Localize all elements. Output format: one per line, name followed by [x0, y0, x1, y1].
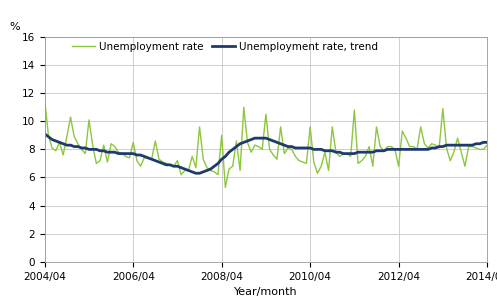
- Unemployment rate: [222, 185, 228, 189]
- Line: Unemployment rate: Unemployment rate: [45, 100, 497, 187]
- Unemployment rate: [189, 155, 195, 158]
- X-axis label: Year/month: Year/month: [234, 287, 298, 297]
- Unemployment rate: [204, 166, 210, 169]
- Line: Unemployment rate, trend: Unemployment rate, trend: [45, 134, 497, 173]
- Unemployment rate, trend: [189, 170, 195, 174]
- Unemployment rate, trend: [208, 167, 214, 171]
- Unemployment rate, trend: [193, 172, 199, 175]
- Text: %: %: [9, 22, 20, 32]
- Unemployment rate: [101, 143, 107, 147]
- Unemployment rate, trend: [101, 149, 107, 153]
- Legend: Unemployment rate, Unemployment rate, trend: Unemployment rate, Unemployment rate, tr…: [72, 42, 378, 52]
- Unemployment rate: [83, 152, 88, 156]
- Unemployment rate: [42, 98, 48, 102]
- Unemployment rate: [432, 143, 438, 147]
- Unemployment rate, trend: [436, 145, 442, 148]
- Unemployment rate, trend: [83, 146, 88, 150]
- Unemployment rate: [436, 146, 442, 150]
- Unemployment rate, trend: [432, 146, 438, 150]
- Unemployment rate, trend: [42, 132, 48, 136]
